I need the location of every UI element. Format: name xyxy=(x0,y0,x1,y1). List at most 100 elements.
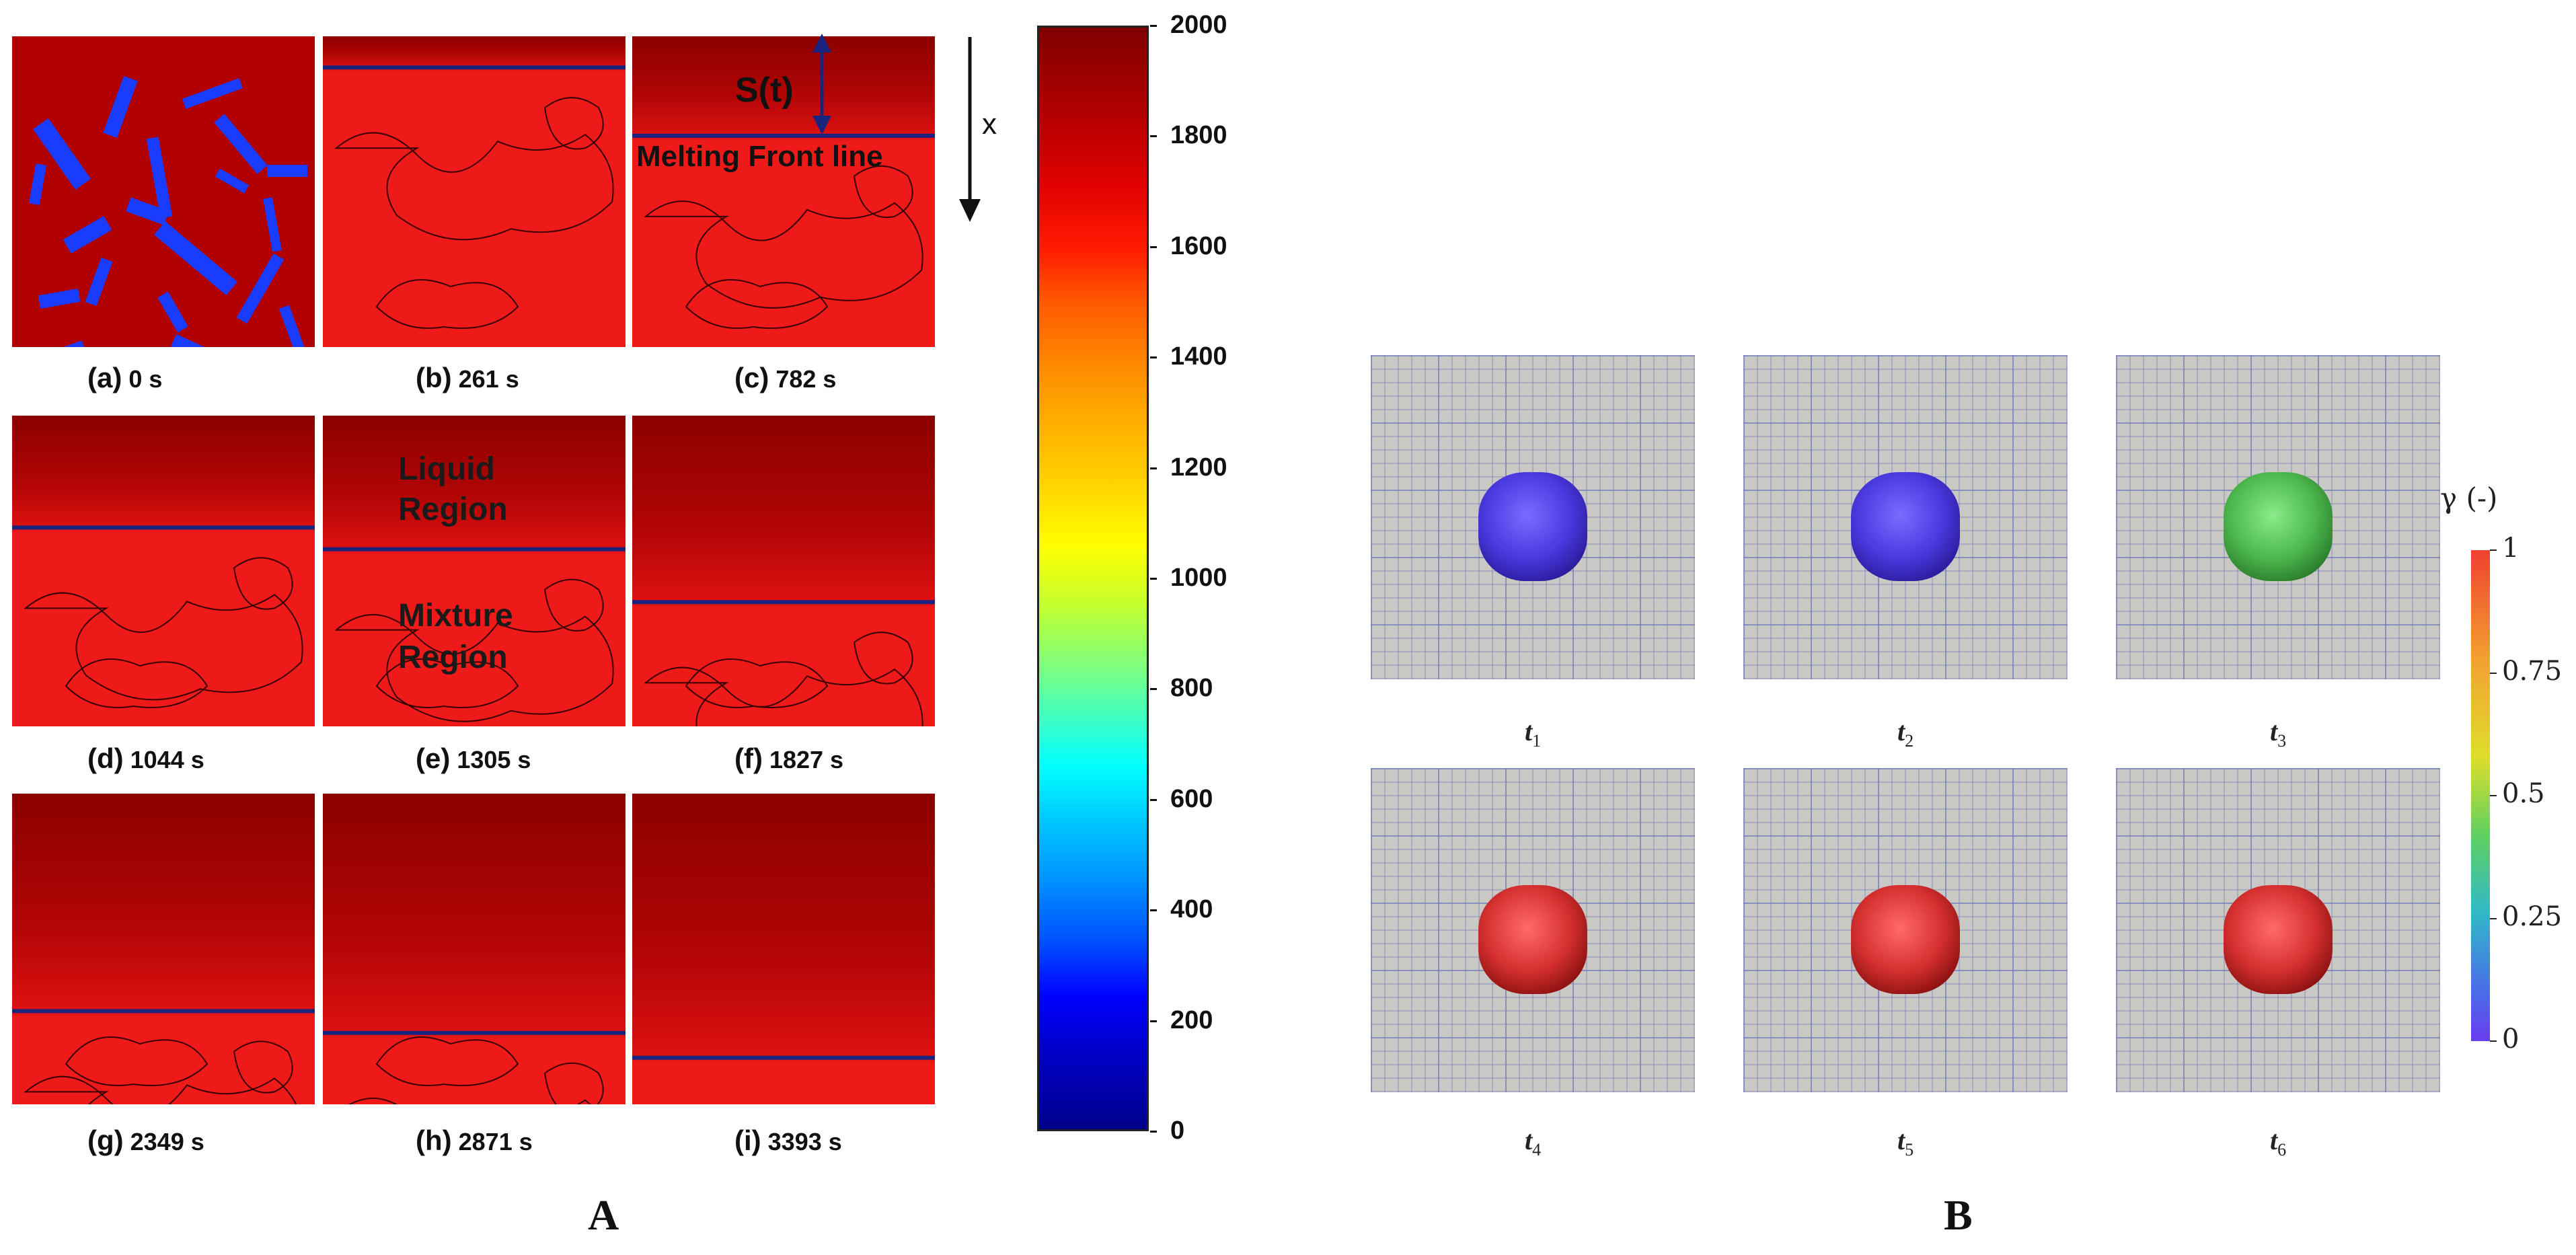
frame-caption-b: (b) 261 s xyxy=(416,362,519,394)
x-axis-label: x xyxy=(982,108,997,141)
frame-caption-time: 261 s xyxy=(451,365,519,393)
gamma-tick-label: 0.5 xyxy=(2502,778,2545,809)
mixture-contour xyxy=(233,1040,293,1094)
colorbar-tick-mark xyxy=(1150,798,1157,801)
colorbar-tick-mark xyxy=(1150,245,1157,248)
fiber-particle xyxy=(214,114,268,174)
frame-caption-e: (e) 1305 s xyxy=(416,743,531,775)
fiber-particle xyxy=(44,340,85,347)
mesh-grid xyxy=(2116,355,2440,679)
phase-frame-caption-t6: t6 xyxy=(2269,1125,2287,1159)
phase-frame-caption-t1: t1 xyxy=(1524,716,1542,751)
gamma-tick-mark xyxy=(2490,1040,2497,1042)
frame-caption-c: (c) 782 s xyxy=(734,362,836,394)
fiber-particle xyxy=(278,305,308,347)
fiber-particle xyxy=(28,163,47,205)
frame-caption-letter: (f) xyxy=(734,743,763,774)
colorbar-tick-label: 1800 xyxy=(1170,121,1227,150)
droplet xyxy=(2224,472,2333,581)
fiber-particle xyxy=(154,221,237,295)
mixture-contour xyxy=(233,557,293,610)
colorbar-tick-mark xyxy=(1150,1020,1157,1022)
frame-caption-g: (g) 2349 s xyxy=(87,1125,204,1157)
frame-caption-time: 1044 s xyxy=(123,746,204,773)
temperature-colorbar xyxy=(1037,26,1149,1131)
melt-frame-h xyxy=(323,794,626,1104)
gamma-colorbar-title: γ (-) xyxy=(2440,482,2497,515)
phase-frame-caption-t5: t5 xyxy=(1897,1125,1914,1159)
frame-caption-time: 1305 s xyxy=(450,746,531,773)
frame-caption-time: 782 s xyxy=(769,365,837,393)
frame-caption-time: 2871 s xyxy=(451,1128,533,1155)
gamma-tick-label: 0.75 xyxy=(2502,655,2563,687)
phase-frame-t4 xyxy=(1371,768,1695,1092)
frame-caption-time: 1827 s xyxy=(762,746,844,773)
liquid-region-label-line2: Region xyxy=(398,492,508,527)
colorbar-tick-label: 2000 xyxy=(1170,11,1227,39)
colorbar-tick-mark xyxy=(1150,25,1157,27)
fiber-particle xyxy=(103,75,138,139)
gamma-colorbar xyxy=(2471,550,2490,1041)
mixture-contour xyxy=(853,632,913,685)
melt-frame-d xyxy=(12,416,315,726)
colorbar-tick-label: 1600 xyxy=(1170,231,1227,260)
fiber-particle xyxy=(236,253,285,324)
panel-b-label: B xyxy=(1944,1191,1973,1239)
frame-caption-letter: (a) xyxy=(87,362,122,393)
colorbar-tick-label: 1400 xyxy=(1170,342,1227,371)
melt-frame-b xyxy=(323,36,626,347)
fiber-particle xyxy=(215,168,250,194)
colorbar-tick-mark xyxy=(1150,135,1157,138)
mixture-contour xyxy=(543,97,604,150)
mixture-contour xyxy=(685,279,829,329)
s-t-arrow xyxy=(812,34,831,135)
mixture-contour xyxy=(543,1062,604,1104)
x-direction-arrow xyxy=(959,37,981,222)
melt-frame-background xyxy=(632,794,935,1104)
droplet xyxy=(1851,472,1960,581)
frame-caption-letter: (g) xyxy=(87,1125,124,1156)
fiber-particle xyxy=(170,334,244,347)
melt-frame-background xyxy=(632,36,935,347)
mesh-grid xyxy=(2116,768,2440,1092)
mixture-contour xyxy=(543,578,604,632)
mixture-contour xyxy=(375,658,519,708)
colorbar-tick-label: 800 xyxy=(1170,674,1213,703)
frame-caption-letter: (h) xyxy=(416,1125,452,1156)
melt-frame-g xyxy=(12,794,315,1104)
fiber-particle xyxy=(157,291,188,333)
colorbar-tick-label: 400 xyxy=(1170,895,1213,924)
frame-caption-letter: (e) xyxy=(416,743,451,774)
fiber-particle xyxy=(263,197,282,252)
frame-caption-h: (h) 2871 s xyxy=(416,1125,533,1157)
melt-frame-background xyxy=(323,794,626,1104)
mixture-contour xyxy=(375,1036,519,1086)
colorbar-tick-mark xyxy=(1150,688,1157,691)
phase-frame-t2 xyxy=(1743,355,2068,679)
frame-caption-letter: (i) xyxy=(734,1125,761,1156)
melt-frame-background xyxy=(323,416,626,726)
frame-caption-letter: (c) xyxy=(734,362,769,393)
frame-caption-letter: (b) xyxy=(416,362,452,393)
melt-frame-c xyxy=(632,36,935,347)
melt-frame-a xyxy=(12,36,315,347)
frame-caption-time: 3393 s xyxy=(761,1128,842,1155)
phase-frame-caption-t4: t4 xyxy=(1524,1125,1542,1159)
frame-caption-time: 0 s xyxy=(122,365,163,393)
mixture-contour xyxy=(65,1036,209,1086)
droplet xyxy=(1478,885,1587,994)
fiber-particle xyxy=(38,288,81,309)
gamma-tick-label: 1 xyxy=(2502,533,2520,564)
mixture-contour xyxy=(685,658,829,708)
mixture-contour xyxy=(334,132,614,241)
gamma-tick-mark xyxy=(2490,549,2497,551)
colorbar-tick-mark xyxy=(1150,356,1157,359)
mixture-region-label-line2: Region xyxy=(398,640,508,675)
gamma-tick-label: 0.25 xyxy=(2502,901,2563,932)
phase-frame-t6 xyxy=(2116,768,2440,1092)
mixture-region-label-line1: Mixture xyxy=(398,598,513,634)
fiber-particle xyxy=(32,118,91,190)
mixture-contour xyxy=(65,658,209,708)
droplet xyxy=(1851,885,1960,994)
colorbar-tick-label: 1000 xyxy=(1170,564,1227,592)
